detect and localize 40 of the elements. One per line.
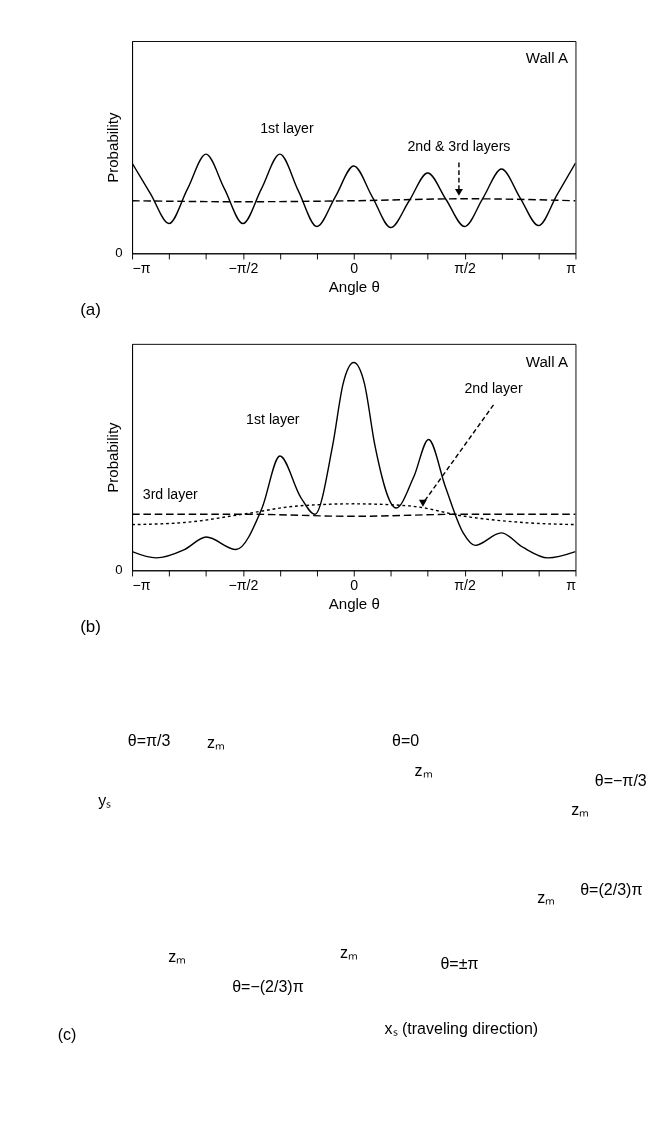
text: θ=−(2/3)π (232, 977, 304, 996)
x-tick-label: −π (132, 576, 151, 593)
x-tick-label: π (566, 259, 577, 276)
x-axis-title: Angle θ (328, 277, 380, 295)
annotation: 2nd layer (464, 379, 523, 396)
text: (c) (57, 1025, 77, 1044)
x-tick-label: −π/2 (228, 259, 259, 276)
text: θ=−π/3 (594, 771, 647, 790)
text: zₘ (571, 799, 590, 818)
text: (b) (80, 616, 101, 636)
x-tick-label: π/2 (454, 259, 477, 276)
x-tick-label: π/2 (454, 576, 477, 593)
text: θ=0 (392, 730, 420, 749)
text: zₘ (414, 760, 433, 779)
x-tick-label: −π/2 (228, 576, 259, 593)
y-axis-title: Probability (104, 421, 122, 493)
annotation: 1st layer (260, 120, 314, 137)
annotation: 2nd & 3rd layers (407, 138, 511, 155)
annotation: Wall A (525, 353, 569, 371)
x-tick-label: π (566, 576, 577, 593)
text: θ=±π (440, 954, 479, 973)
annotation: 1st layer (246, 411, 300, 428)
text: zₘ (207, 732, 226, 751)
text: yₛ (98, 791, 112, 810)
text: Wall A (525, 48, 569, 66)
text: (a) (80, 299, 101, 319)
text: xₛ (traveling direction) (384, 1019, 539, 1038)
text: θ=(2/3)π (580, 879, 643, 898)
x-tick-label: −π (132, 259, 151, 276)
y-axis-title: Probability (104, 111, 122, 183)
text: zₘ (340, 943, 359, 962)
text: 0 (115, 562, 123, 578)
text: θ=π/3 (127, 730, 171, 749)
x-tick-label: 0 (350, 576, 359, 593)
x-axis-title: Angle θ (328, 594, 380, 612)
text: 0 (115, 245, 123, 261)
annotation: 3rd layer (142, 485, 199, 502)
x-tick-label: 0 (350, 259, 359, 276)
text: zₘ (168, 946, 187, 965)
text: zₘ (537, 888, 556, 907)
